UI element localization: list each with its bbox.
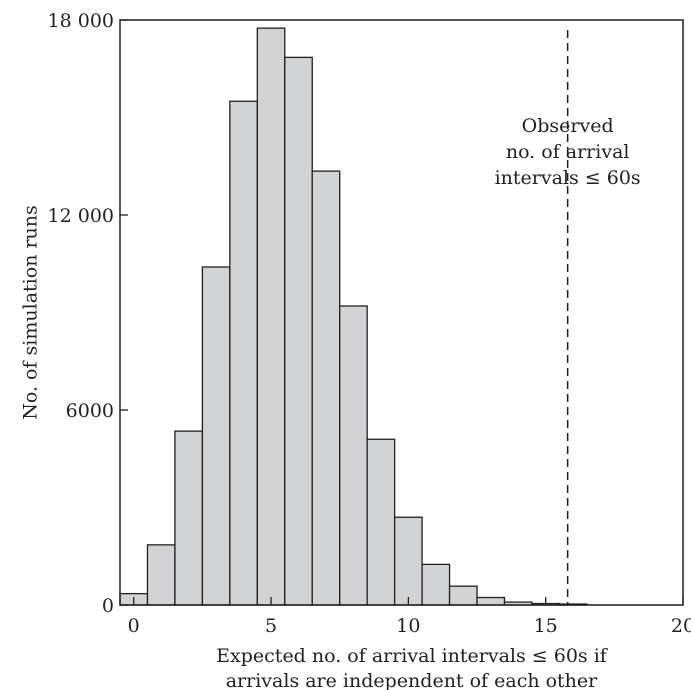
bars-group xyxy=(119,27,588,606)
x-tick-label: 20 xyxy=(671,615,691,637)
y-tick-label: 18 000 xyxy=(48,10,114,32)
histogram-bar xyxy=(421,563,451,606)
histogram-bar xyxy=(229,100,258,606)
x-axis-label-line: arrivals are independent of each other xyxy=(226,670,598,690)
x-tick-label: 15 xyxy=(534,615,558,637)
histogram-bar xyxy=(174,430,204,606)
x-axis-label-line: Expected no. of arrival intervals ≤ 60s … xyxy=(216,645,609,667)
histogram-bar xyxy=(311,170,341,606)
y-axis-label: No. of simulation runs xyxy=(20,205,42,420)
plot-frame xyxy=(119,19,684,606)
observed-annotation: Observed no. of arrival intervals ≤ 60s xyxy=(495,115,641,189)
histogram-bar xyxy=(339,305,368,606)
y-tick-label: 0 xyxy=(102,595,114,617)
y-tick-label: 6000 xyxy=(66,400,114,422)
observed-annotation-line: intervals ≤ 60s xyxy=(495,167,641,189)
y-tick-label: 12 000 xyxy=(48,205,114,227)
x-axis: 0 5 10 15 20 xyxy=(128,597,691,637)
histogram-bar xyxy=(284,56,313,606)
observed-annotation-line: no. of arrival xyxy=(506,141,630,163)
histogram-bar xyxy=(146,544,176,606)
y-axis: 0 6000 12 000 18 000 xyxy=(48,10,128,617)
histogram-bar xyxy=(393,516,423,606)
x-tick-label: 10 xyxy=(396,615,420,637)
histogram-bar xyxy=(476,596,506,606)
x-tick-label: 5 xyxy=(265,615,277,637)
histogram-bar xyxy=(256,27,286,606)
x-axis-label: Expected no. of arrival intervals ≤ 60s … xyxy=(216,645,609,690)
histogram-bar xyxy=(366,438,396,606)
x-tick-label: 0 xyxy=(128,615,140,637)
observed-annotation-line: Observed xyxy=(522,115,614,137)
histogram-bar xyxy=(448,585,478,606)
histogram-bar xyxy=(201,266,231,606)
